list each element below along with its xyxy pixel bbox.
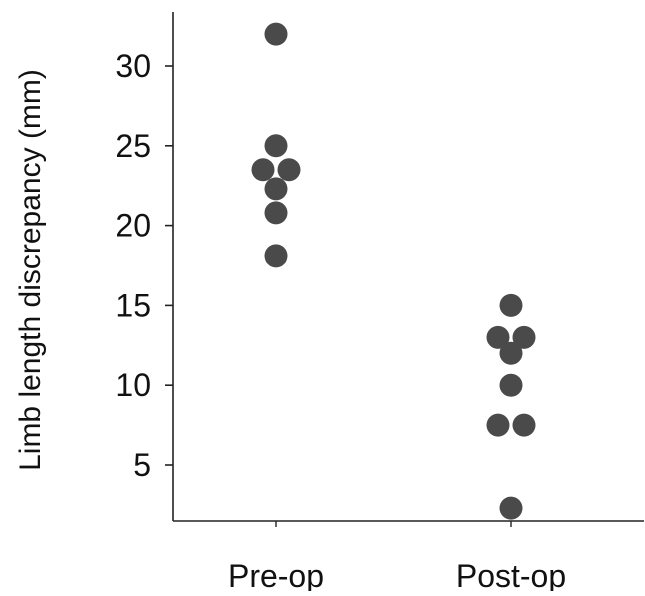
x-category-labels: Pre-op Post-op: [228, 521, 566, 594]
data-points: [251, 22, 536, 520]
y-tick-label: 20: [115, 208, 151, 244]
x-category-label: Pre-op: [228, 558, 324, 591]
y-tick-label: 30: [115, 48, 151, 84]
y-tick-label: 25: [115, 128, 151, 164]
y-axis-label: Limb length discrepancy (mm): [14, 69, 47, 471]
data-point: [486, 325, 510, 349]
data-point: [499, 496, 523, 520]
data-point: [512, 413, 536, 437]
data-point: [499, 373, 523, 397]
data-point: [264, 22, 288, 46]
data-point: [264, 201, 288, 225]
y-tick-label: 5: [133, 447, 151, 483]
data-point: [486, 413, 510, 437]
data-point: [499, 341, 523, 365]
y-tick-label: 15: [115, 287, 151, 323]
data-point: [264, 244, 288, 268]
data-point: [499, 293, 523, 317]
data-point: [512, 325, 536, 349]
data-point: [264, 134, 288, 158]
y-ticks: 5 10 15 20 25 30: [115, 48, 173, 483]
data-point: [251, 158, 275, 182]
axes: [172, 12, 644, 522]
data-point: [277, 158, 301, 182]
y-tick-label: 10: [115, 367, 151, 403]
x-category-label: Post-op: [456, 558, 566, 591]
data-point: [264, 177, 288, 201]
